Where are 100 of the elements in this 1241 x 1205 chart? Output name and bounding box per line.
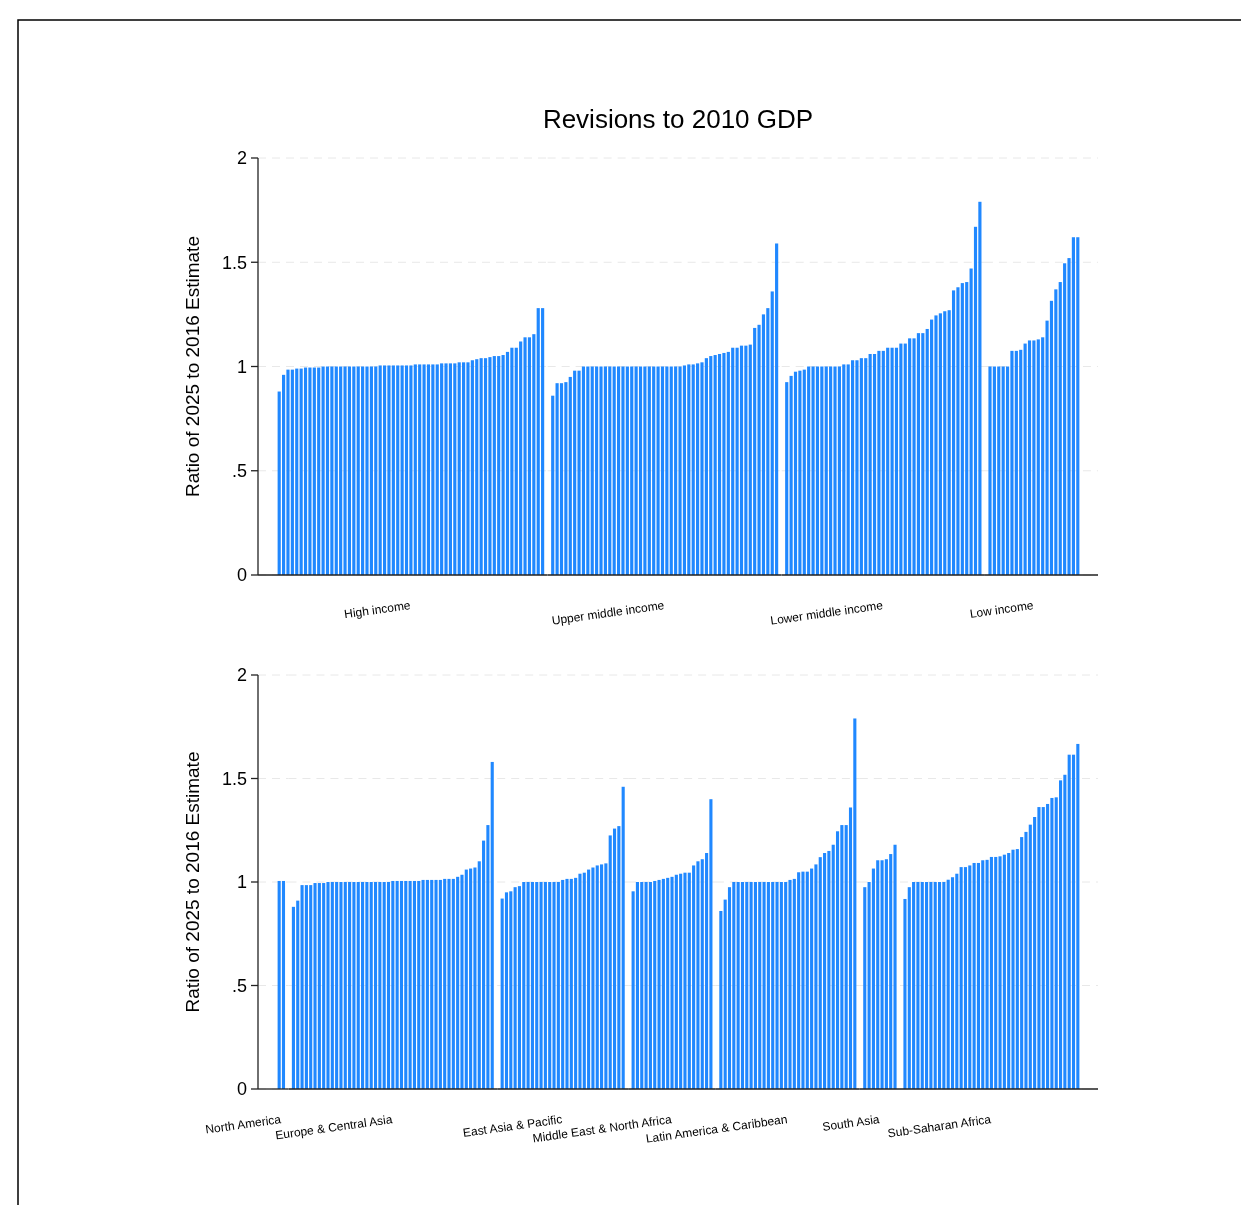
bar xyxy=(921,333,925,575)
bar xyxy=(535,882,539,1089)
bar xyxy=(412,880,416,1089)
bar xyxy=(469,868,473,1089)
bar xyxy=(890,347,894,575)
bar xyxy=(317,367,321,575)
bar xyxy=(466,362,470,575)
x-axis-title: Lower middle income xyxy=(769,598,885,628)
bar xyxy=(823,853,827,1089)
bar xyxy=(1036,339,1040,575)
bar xyxy=(312,367,316,575)
bar xyxy=(326,882,330,1089)
bar xyxy=(308,367,312,575)
bar xyxy=(660,366,665,575)
bar xyxy=(912,882,916,1089)
bar xyxy=(929,882,933,1089)
bar xyxy=(735,347,739,575)
bar xyxy=(968,865,972,1089)
bar xyxy=(365,366,369,575)
bar xyxy=(286,369,290,575)
y-tick-label: 1 xyxy=(236,872,247,893)
bar xyxy=(391,880,395,1089)
bar xyxy=(837,366,841,575)
bar xyxy=(745,882,749,1089)
bar xyxy=(876,860,880,1089)
bar xyxy=(829,366,833,575)
bar xyxy=(457,362,461,575)
bar xyxy=(443,878,447,1089)
bar xyxy=(604,863,608,1089)
bar xyxy=(950,877,955,1089)
bar xyxy=(612,366,616,575)
bar xyxy=(475,359,479,575)
bar xyxy=(925,882,929,1089)
bar xyxy=(303,367,308,575)
bar xyxy=(530,882,534,1089)
bar xyxy=(504,892,509,1089)
bar xyxy=(447,878,451,1089)
bar xyxy=(814,864,818,1089)
x-axis-title: South Asia xyxy=(821,1112,881,1134)
bar xyxy=(938,313,942,575)
bar xyxy=(497,356,501,575)
bar xyxy=(818,857,822,1089)
bar xyxy=(753,882,757,1089)
bar xyxy=(552,882,556,1089)
bar xyxy=(992,366,996,575)
bar xyxy=(519,341,523,575)
bar xyxy=(696,861,700,1089)
bar xyxy=(352,366,356,575)
bar xyxy=(855,360,859,575)
bar xyxy=(426,364,431,575)
bar xyxy=(700,362,704,575)
bar xyxy=(510,347,514,575)
bar xyxy=(810,868,814,1089)
bar xyxy=(369,882,373,1089)
bar xyxy=(739,345,744,575)
bar xyxy=(1002,854,1006,1089)
bar xyxy=(404,365,409,575)
bar xyxy=(347,366,352,575)
bar xyxy=(916,333,921,575)
bar xyxy=(976,862,980,1089)
bar xyxy=(665,366,669,575)
bar xyxy=(634,366,638,575)
bar xyxy=(648,882,652,1089)
bar xyxy=(1063,774,1067,1089)
bar xyxy=(400,365,404,575)
bar xyxy=(740,882,745,1089)
bar xyxy=(722,352,726,575)
bar xyxy=(621,366,625,575)
bar xyxy=(985,859,989,1089)
bar xyxy=(300,885,304,1089)
bar xyxy=(352,882,356,1089)
bar xyxy=(696,363,700,575)
bar xyxy=(486,825,490,1089)
x-axis-title: Sub-Saharan Africa xyxy=(886,1112,993,1141)
bar xyxy=(669,366,673,575)
x-axis-title: Low income xyxy=(968,598,1035,621)
bar xyxy=(859,358,863,575)
bar xyxy=(330,366,334,575)
bar xyxy=(868,353,872,575)
bar xyxy=(574,877,578,1089)
bar xyxy=(612,828,617,1089)
y-tick-label: 0 xyxy=(236,1079,247,1100)
bar xyxy=(382,365,387,575)
bar xyxy=(880,860,884,1089)
bar xyxy=(470,360,474,575)
bar xyxy=(422,364,426,575)
bar xyxy=(827,850,831,1089)
bar xyxy=(989,856,993,1089)
bar xyxy=(916,882,920,1089)
bar xyxy=(797,872,801,1089)
bar xyxy=(343,366,347,575)
bar xyxy=(736,882,740,1089)
bar xyxy=(719,910,723,1089)
bar xyxy=(356,882,360,1089)
bar xyxy=(640,882,644,1089)
bar xyxy=(321,366,325,575)
bar xyxy=(937,882,942,1089)
bar xyxy=(899,343,903,575)
bar xyxy=(296,900,300,1089)
bar xyxy=(933,882,937,1089)
